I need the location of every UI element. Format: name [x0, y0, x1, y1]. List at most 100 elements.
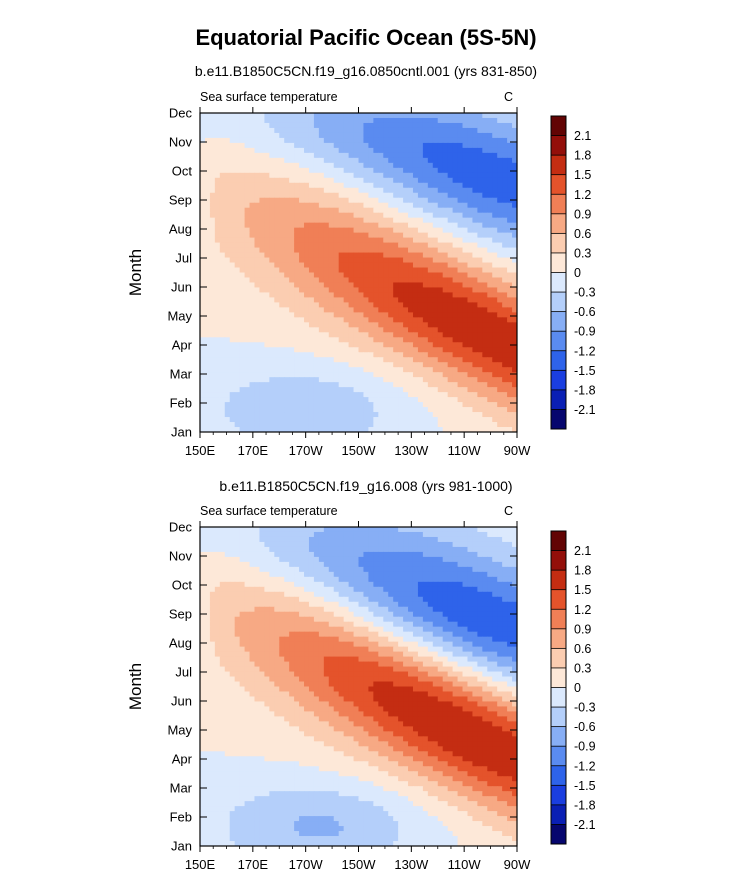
field-cell: [289, 327, 295, 333]
field-cell: [383, 182, 389, 189]
field-cell: [234, 287, 241, 294]
field-cell: [442, 576, 449, 583]
field-cell: [492, 412, 498, 418]
field-cell: [398, 272, 404, 279]
field-cell: [254, 257, 261, 264]
field-cell: [234, 397, 241, 403]
field-cell: [467, 282, 474, 289]
field-cell: [467, 427, 474, 432]
field-cell: [234, 382, 241, 388]
field-cell: [244, 302, 251, 308]
field-cell: [323, 232, 330, 239]
field-cell: [422, 377, 429, 383]
field-cell: [502, 157, 508, 164]
field-cell: [343, 327, 350, 333]
field-cell: [363, 177, 369, 184]
field-cell: [264, 272, 270, 279]
field-cell: [452, 272, 459, 279]
field-cell: [313, 347, 320, 353]
field-cell: [259, 272, 265, 279]
field-cell: [368, 167, 374, 174]
field-cell: [353, 337, 360, 343]
field-cell: [393, 561, 399, 568]
field-cell: [264, 277, 270, 284]
field-cell: [234, 267, 241, 274]
field-cell: [398, 172, 404, 179]
field-cell: [502, 297, 508, 303]
field-cell: [239, 152, 246, 159]
field-cell: [497, 177, 503, 184]
field-cell: [447, 307, 454, 313]
field-cell: [497, 397, 503, 403]
field-cell: [427, 531, 434, 538]
field-cell: [353, 302, 360, 308]
field-cell: [432, 342, 439, 348]
field-cell: [333, 412, 340, 418]
field-cell: [447, 377, 454, 383]
field-cell: [363, 382, 369, 388]
field-cell: [254, 536, 261, 543]
field-cell: [393, 287, 399, 294]
field-cell: [284, 152, 290, 159]
field-cell: [378, 561, 384, 568]
field-cell: [229, 167, 236, 174]
field-cell: [254, 137, 261, 144]
field-cell: [512, 337, 517, 343]
field-cell: [378, 207, 384, 214]
field-cell: [333, 322, 340, 328]
field-cell: [209, 192, 216, 199]
field-cell: [308, 147, 315, 154]
field-cell: [358, 427, 365, 432]
field-cell: [338, 297, 345, 303]
field-cell: [200, 232, 206, 239]
field-cell: [274, 551, 280, 558]
field-cell: [259, 427, 265, 432]
field-cell: [417, 177, 424, 184]
field-cell: [249, 377, 256, 383]
field-cell: [383, 202, 389, 209]
field-cell: [333, 167, 340, 174]
field-cell: [274, 142, 280, 149]
field-cell: [264, 177, 270, 184]
field-cell: [482, 257, 488, 264]
field-cell: [422, 172, 429, 179]
field-cell: [373, 541, 379, 548]
field-cell: [507, 132, 513, 139]
field-cell: [333, 212, 340, 219]
field-cell: [452, 546, 459, 553]
field-cell: [487, 527, 493, 533]
field-cell: [398, 342, 404, 348]
field-cell: [403, 167, 409, 174]
x-tick-label: 90W: [504, 443, 531, 458]
field-cell: [487, 392, 493, 398]
field-cell: [304, 167, 310, 174]
field-cell: [422, 571, 429, 578]
field-cell: [482, 212, 488, 219]
colorbar-label: -0.3: [574, 286, 596, 300]
field-cell: [472, 352, 478, 358]
field-cell: [368, 207, 374, 214]
field-cell: [492, 272, 498, 279]
field-cell: [507, 137, 513, 144]
field-cell: [383, 536, 389, 543]
y-tick-label: May: [167, 309, 192, 324]
field-cell: [254, 157, 261, 164]
field-cell: [472, 177, 478, 184]
field-cell: [497, 122, 503, 129]
field-cell: [353, 202, 360, 209]
field-cell: [403, 197, 409, 204]
field-cell: [358, 292, 365, 299]
field-cell: [239, 177, 246, 184]
field-cell: [274, 217, 280, 224]
field-cell: [403, 307, 409, 313]
field-cell: [308, 327, 315, 333]
field-cell: [437, 113, 444, 119]
field-cell: [502, 127, 508, 134]
field-cell: [279, 252, 285, 259]
field-cell: [378, 292, 384, 299]
field-cell: [200, 292, 206, 299]
field-cell: [333, 337, 340, 343]
field-cell: [447, 167, 454, 174]
field-cell: [477, 377, 483, 383]
field-cell: [442, 217, 449, 224]
